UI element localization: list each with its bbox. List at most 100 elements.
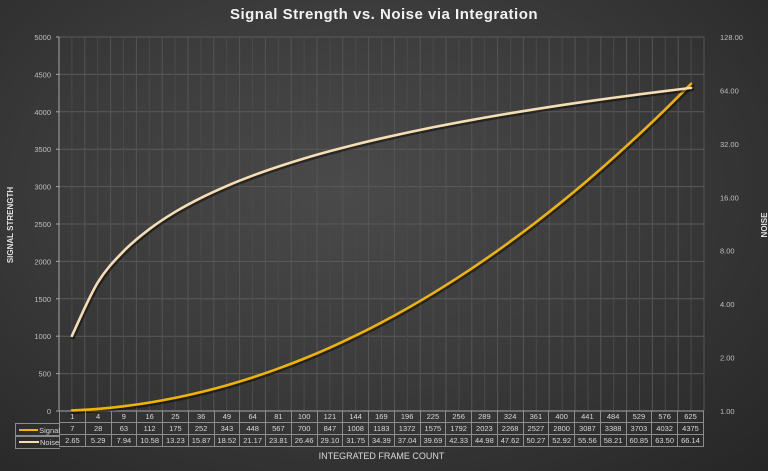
signal-value-cell: 343 [213,422,241,435]
noise-value-cell: 60.85 [625,434,653,447]
signal-value-cell: 4375 [677,422,704,435]
category-cell: 441 [574,411,601,423]
signal-value-cell: 1575 [419,422,447,435]
signal-value-cell: 252 [187,422,215,435]
svg-text:2.00: 2.00 [720,354,735,363]
signal-value-cell: 847 [316,422,344,435]
category-cell: 256 [445,411,472,423]
data-table: 1 4 9 16 25 36 49 64 81 100 121 144 169 196 225 256 289 3… [59,411,704,447]
svg-text:1.00: 1.00 [720,407,735,416]
svg-text:3500: 3500 [34,145,51,154]
category-cell: 49 [213,411,241,423]
signal-value-cell: 2527 [522,422,550,435]
noise-value-cell: 52.92 [548,434,575,447]
svg-text:3000: 3000 [34,183,51,192]
noise-value-cell: 7.94 [110,434,138,447]
signal-line [70,82,693,412]
noise-value-cell: 21.17 [239,434,266,447]
noise-value-cell: 37.04 [393,434,421,447]
noise-value-cell: 44.98 [471,434,498,447]
category-cell: 400 [548,411,575,423]
legend-noise: Noise [15,435,60,449]
signal-value-cell: 2800 [548,422,575,435]
category-cell: 529 [625,411,653,423]
signal-value-cell: 567 [265,422,292,435]
category-row: 1 4 9 16 25 36 49 64 81 100 121 144 169 196 225 256 289 3… [59,411,704,423]
right-axis-title: NOISE [760,212,768,238]
svg-text:0: 0 [47,407,51,416]
signal-row: 7 28 63 112 175 252 343 448 567 700 847 1008 1183 137… [59,422,704,435]
noise-value-cell: 39.69 [419,434,447,447]
noise-value-cell: 58.21 [599,434,627,447]
svg-text:8.00: 8.00 [720,247,735,256]
x-axis-title: INTEGRATED FRAME COUNT [318,451,445,461]
legend-signal: Signal [15,423,60,437]
category-cell: 16 [136,411,163,423]
category-cell: 576 [651,411,678,423]
noise-value-cell: 50.27 [522,434,550,447]
signal-value-cell: 112 [136,422,163,435]
category-cell: 196 [393,411,421,423]
svg-text:128.00: 128.00 [720,33,743,42]
category-cell: 121 [316,411,344,423]
category-cell: 484 [599,411,627,423]
category-cell: 289 [471,411,498,423]
noise-value-cell: 13.23 [162,434,189,447]
noise-value-cell: 42.33 [445,434,472,447]
signal-swatch-icon [19,429,39,431]
signal-value-cell: 1183 [368,422,395,435]
noise-value-cell: 34.39 [368,434,395,447]
signal-value-cell: 1008 [342,422,369,435]
svg-text:16.00: 16.00 [720,193,739,202]
series-lines [70,82,695,414]
noise-value-cell: 55.56 [574,434,601,447]
category-cell: 1 [59,411,86,423]
svg-text:2500: 2500 [34,220,51,229]
signal-value-cell: 4032 [651,422,678,435]
signal-value-cell: 28 [84,422,112,435]
category-cell: 81 [265,411,292,423]
signal-value-cell: 3087 [574,422,601,435]
signal-value-cell: 1372 [393,422,421,435]
signal-value-cell: 1792 [445,422,472,435]
svg-text:2000: 2000 [34,257,51,266]
category-cell: 225 [419,411,447,423]
svg-text:64.00: 64.00 [720,86,739,95]
left-axis-title: SIGNAL STRENGTH [6,186,15,264]
noise-value-cell: 5.29 [84,434,112,447]
gridlines [58,36,705,412]
signal-value-cell: 7 [59,422,86,435]
noise-value-cell: 23.81 [265,434,292,447]
category-cell: 625 [677,411,704,423]
svg-text:4500: 4500 [34,70,51,79]
noise-value-cell: 29.10 [316,434,344,447]
signal-value-cell: 63 [110,422,138,435]
noise-value-cell: 26.46 [290,434,318,447]
category-cell: 324 [496,411,524,423]
noise-value-cell: 47.62 [496,434,524,447]
noise-value-cell: 66.14 [677,434,704,447]
svg-text:4.00: 4.00 [720,300,735,309]
svg-text:5000: 5000 [34,33,51,42]
noise-swatch-icon [19,441,39,443]
right-axis: 1.00 2.00 4.00 8.00 16.00 32.00 64.00 128.00 [720,33,743,416]
legend-noise-label: Noise [40,437,60,447]
signal-value-cell: 2023 [471,422,498,435]
category-cell: 100 [290,411,318,423]
category-cell: 36 [187,411,215,423]
noise-value-cell: 18.52 [213,434,241,447]
svg-text:1000: 1000 [34,332,51,341]
noise-value-cell: 2.65 [59,434,86,447]
svg-text:32.00: 32.00 [720,140,739,149]
signal-value-cell: 175 [162,422,189,435]
signal-value-cell: 3703 [625,422,653,435]
noise-line [70,86,693,338]
svg-text:500: 500 [38,370,51,379]
category-cell: 9 [110,411,138,423]
category-cell: 361 [522,411,550,423]
signal-value-cell: 700 [290,422,318,435]
category-cell: 25 [162,411,189,423]
signal-value-cell: 448 [239,422,266,435]
svg-text:4000: 4000 [34,108,51,117]
category-cell: 144 [342,411,369,423]
